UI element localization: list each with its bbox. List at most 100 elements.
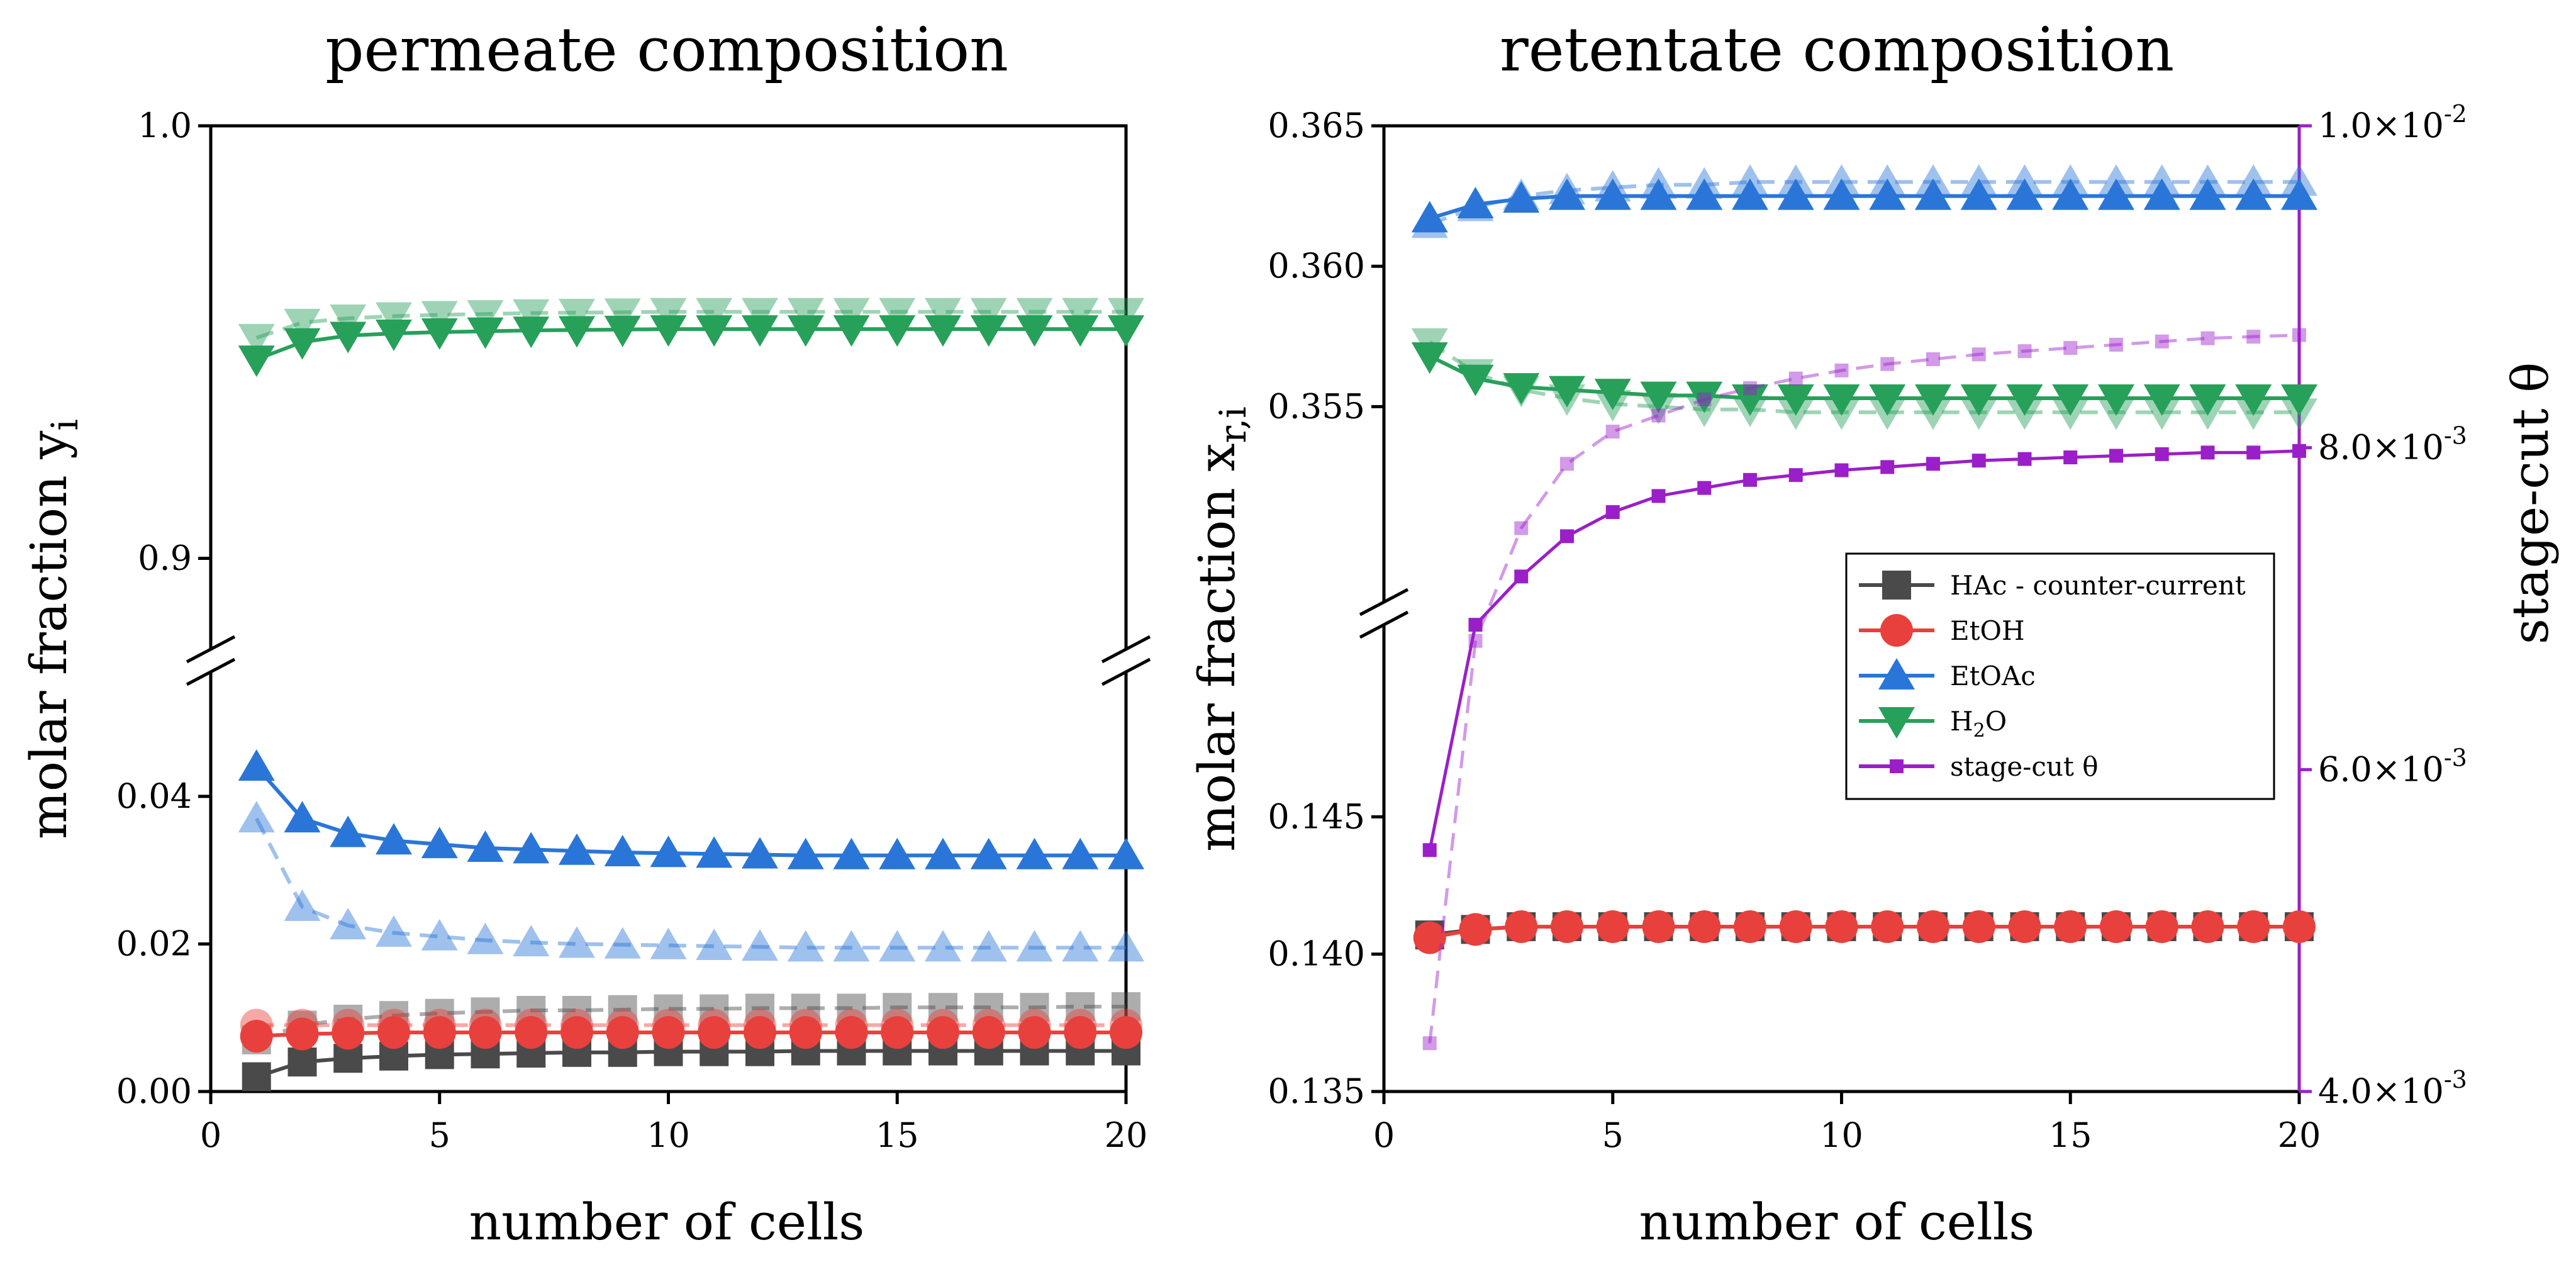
permeate-data-point bbox=[1108, 298, 1144, 330]
permeate-data-point bbox=[972, 1016, 1005, 1049]
retentate-data-point bbox=[1915, 164, 1951, 196]
permeate-data-point bbox=[242, 1062, 271, 1092]
permeate-data-point bbox=[879, 315, 916, 347]
permeate-data-point bbox=[925, 298, 961, 330]
retentate-data-point bbox=[1514, 521, 1529, 535]
permeate-data-point bbox=[604, 835, 641, 867]
retentate-series-group bbox=[1411, 164, 2317, 1051]
retentate-data-point bbox=[1869, 384, 1906, 416]
permeate-y-axis-break-right-gap bbox=[1101, 649, 1151, 672]
retentate-y-tick-label: 0.140 bbox=[1268, 934, 1365, 974]
retentate-data-point bbox=[1640, 381, 1677, 413]
retentate-data-point bbox=[1869, 398, 1906, 430]
permeate-series-hac-counter-current bbox=[242, 1036, 1140, 1092]
permeate-data-point bbox=[238, 345, 275, 377]
permeate-data-point bbox=[1108, 930, 1144, 962]
permeate-data-point bbox=[376, 915, 412, 947]
retentate-data-point bbox=[1686, 167, 1723, 199]
permeate-series-etoac-faded bbox=[238, 801, 1144, 962]
permeate-series-etoh-faded bbox=[240, 1008, 1142, 1042]
legend-entry-stagecut: stage-cut θ bbox=[1859, 751, 2099, 782]
retentate-data-point bbox=[1551, 910, 1583, 943]
permeate-data-point bbox=[1062, 837, 1099, 869]
retentate-data-point bbox=[1823, 398, 1860, 430]
retentate-data-point bbox=[2098, 178, 2134, 210]
retentate-data-point bbox=[2292, 444, 2306, 458]
permeate-series-group bbox=[238, 298, 1144, 1092]
permeate-data-point bbox=[559, 316, 595, 348]
permeate-y-label-sub: i bbox=[43, 419, 86, 431]
permeate-data-point bbox=[286, 1008, 319, 1042]
permeate-data-point bbox=[377, 1016, 410, 1049]
retentate-data-point bbox=[2098, 164, 2134, 196]
retentate-data-point bbox=[2281, 384, 2317, 416]
retentate-data-point bbox=[1468, 634, 1483, 648]
retentate-y-tick-label: 0.145 bbox=[1268, 796, 1365, 836]
retentate-data-point bbox=[2235, 164, 2272, 196]
retentate-data-point bbox=[2143, 398, 2180, 430]
retentate-data-point bbox=[1514, 569, 1529, 584]
permeate-data-point bbox=[421, 318, 458, 350]
permeate-data-point bbox=[970, 298, 1007, 330]
permeate-data-point bbox=[559, 926, 595, 958]
permeate-data-point bbox=[833, 930, 870, 962]
retentate-data-point bbox=[1971, 347, 1986, 362]
retentate-data-point bbox=[2191, 910, 2224, 943]
permeate-data-point bbox=[376, 823, 412, 855]
retentate-y-tick-label: 0.135 bbox=[1268, 1071, 1365, 1111]
permeate-data-point bbox=[1110, 1008, 1142, 1042]
permeate-panel: permeate composition 0 5 10 15 200.91.00.000… bbox=[20, 14, 1151, 1251]
retentate-data-point bbox=[1503, 178, 1540, 210]
retentate-data-point bbox=[1871, 910, 1904, 943]
retentate-data-point bbox=[1743, 381, 1757, 396]
permeate-data-point bbox=[1018, 1008, 1051, 1042]
permeate-data-point bbox=[467, 922, 504, 954]
retentate-data-point bbox=[1605, 425, 1620, 439]
permeate-data-point bbox=[970, 837, 1007, 869]
retentate-data-point bbox=[1642, 910, 1675, 943]
permeate-data-point bbox=[1062, 930, 1099, 962]
legend-marker bbox=[1880, 614, 1913, 647]
permeate-data-point bbox=[1110, 1016, 1142, 1049]
retentate-data-point bbox=[1688, 910, 1721, 943]
permeate-data-point bbox=[696, 836, 733, 868]
permeate-data-point bbox=[742, 298, 778, 330]
permeate-x-tick-label: 20 bbox=[1105, 1115, 1148, 1155]
retentate-data-point bbox=[1777, 384, 1814, 416]
permeate-data-point bbox=[652, 1016, 685, 1049]
legend-entry-etoh: EtOH bbox=[1859, 614, 2025, 647]
retentate-data-point bbox=[1823, 384, 1860, 416]
permeate-data-point bbox=[833, 837, 870, 869]
retentate-data-point bbox=[1926, 457, 1940, 471]
retentate-data-point bbox=[1962, 910, 1995, 943]
retentate-data-point bbox=[1594, 178, 1631, 210]
retentate-data-point bbox=[1651, 408, 1666, 423]
permeate-data-point bbox=[330, 321, 367, 354]
retentate-data-point bbox=[1422, 843, 1437, 857]
retentate-data-point bbox=[1960, 178, 1997, 210]
permeate-data-point bbox=[238, 801, 275, 833]
permeate-y-axis-break-left-slash-1 bbox=[186, 635, 236, 664]
retentate-data-point bbox=[1560, 529, 1574, 544]
retentate-y-tick-label: 0.365 bbox=[1268, 106, 1365, 145]
retentate-data-point bbox=[1971, 454, 1986, 468]
legend-entry-etoac: EtOAc bbox=[1859, 658, 2036, 691]
permeate-series-h2o-faded bbox=[238, 298, 1144, 355]
retentate-data-point bbox=[2235, 384, 2272, 416]
retentate-data-point bbox=[1917, 910, 1949, 943]
permeate-data-point bbox=[787, 298, 824, 330]
retentate-y2-tick-label: 1.0×10-2 bbox=[2318, 100, 2467, 145]
permeate-data-point bbox=[421, 827, 458, 859]
retentate-data-point bbox=[1777, 164, 1814, 196]
retentate-data-point bbox=[1411, 206, 1448, 238]
retentate-data-point bbox=[1549, 384, 1585, 416]
permeate-data-point bbox=[881, 1008, 914, 1042]
retentate-data-point bbox=[1411, 201, 1448, 233]
retentate-data-point bbox=[1823, 178, 1860, 210]
retentate-data-point bbox=[1605, 505, 1620, 519]
permeate-x-axis-label: number of cells bbox=[469, 1193, 865, 1251]
permeate-data-point bbox=[1064, 1008, 1097, 1042]
retentate-y2-axis-label: stage-cut θ bbox=[2501, 362, 2560, 645]
permeate-x-tick-label: 10 bbox=[647, 1115, 690, 1155]
retentate-data-point bbox=[2189, 384, 2226, 416]
